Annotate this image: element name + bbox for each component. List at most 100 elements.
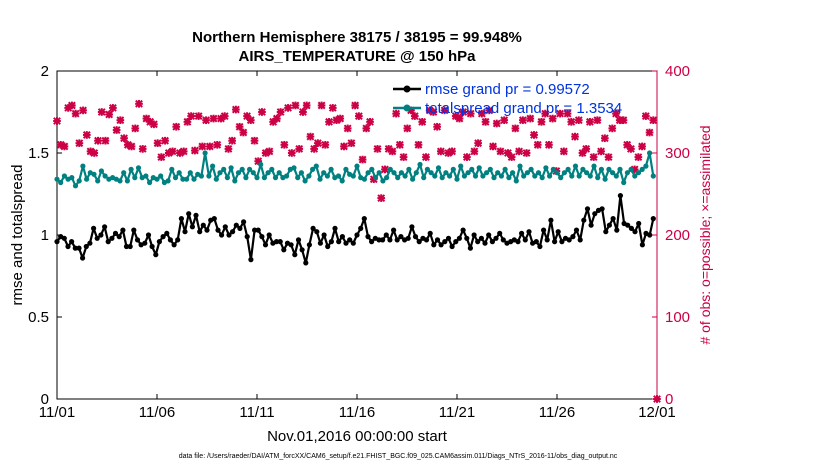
chart-subtitle: AIRS_TEMPERATURE @ 150 hPa <box>239 48 477 65</box>
obs-count-marker <box>589 153 598 162</box>
totalspread-point <box>169 166 175 172</box>
rmse-point <box>288 242 294 248</box>
obs-count-marker <box>358 155 367 164</box>
totalspread-point <box>413 170 419 176</box>
totalspread-point <box>339 178 345 184</box>
totalspread-point <box>395 175 401 181</box>
totalspread-point <box>458 163 464 169</box>
totalspread-point <box>132 175 138 181</box>
rmse-point <box>456 235 462 241</box>
totalspread-point <box>213 176 219 182</box>
rmse-point <box>577 237 583 243</box>
totalspread-point <box>472 173 479 179</box>
y-right-axis-ticks: 0 100 200 300 400 <box>652 63 690 408</box>
totalspread-point <box>643 163 649 169</box>
obs-count-marker <box>198 142 207 151</box>
totalspread-point <box>506 175 512 181</box>
rmse-point <box>175 237 181 243</box>
obs-count-marker <box>149 120 158 129</box>
rmse-point <box>361 216 367 222</box>
totalspread-point <box>98 168 104 174</box>
totalspread-point <box>180 176 186 182</box>
obs-count-marker <box>71 109 80 118</box>
obs-count-marker <box>366 117 374 126</box>
totalspread-point <box>172 175 179 181</box>
rmse-point <box>325 243 331 250</box>
rmse-point <box>266 232 272 238</box>
obs-count-marker <box>97 108 106 116</box>
totalspread-point <box>591 163 597 169</box>
rmse-point <box>321 232 327 238</box>
obs-count-marker <box>634 153 643 162</box>
obs-count-marker <box>582 144 591 153</box>
totalspread-point <box>613 173 619 179</box>
rmse-point <box>222 224 228 230</box>
totalspread-point <box>606 166 612 172</box>
totalspread-point <box>543 165 549 171</box>
obs-count-marker <box>336 114 345 123</box>
totalspread-point <box>202 150 208 156</box>
obs-count-marker <box>302 101 311 110</box>
rmse-point <box>467 245 473 251</box>
rmse-point <box>273 239 280 245</box>
totalspread-point <box>498 173 504 179</box>
rmse-point <box>145 232 152 238</box>
obs-count-marker <box>213 140 222 149</box>
obs-count-marker <box>183 117 192 126</box>
x-axis-label: Nov.01,2016 00:00:00 start <box>267 428 448 445</box>
rmse-point <box>80 255 86 261</box>
obs-count-marker <box>272 114 281 123</box>
totalspread-point <box>532 173 538 179</box>
rmse-point <box>486 232 492 238</box>
totalspread-point <box>421 175 427 181</box>
obs-count-marker <box>612 109 620 118</box>
obs-count-marker <box>485 106 494 115</box>
totalspread-point <box>454 176 460 182</box>
rmse-point <box>72 245 78 251</box>
rmse-point <box>387 237 393 243</box>
obs-count-marker <box>235 122 244 131</box>
obs-count-marker <box>559 147 568 156</box>
obs-count-marker <box>209 114 218 123</box>
rmse-point <box>566 237 572 243</box>
obs-count-marker <box>466 109 475 118</box>
rmse-point <box>581 217 587 223</box>
obs-count-marker <box>258 108 266 116</box>
totalspread-point <box>572 163 579 169</box>
obs-count-marker <box>604 153 613 162</box>
obs-count-marker <box>403 124 412 133</box>
totalspread-point <box>128 166 134 172</box>
totalspread-point <box>495 170 501 176</box>
totalspread-point <box>491 175 497 181</box>
rmse-point <box>193 212 199 218</box>
rmse-point <box>515 239 521 245</box>
x-tick-label: 11/01 <box>39 404 75 421</box>
y-right-tick-label: 200 <box>665 227 690 244</box>
rmse-point <box>588 222 594 228</box>
rmse-point <box>134 237 141 243</box>
rmse-point <box>478 235 484 241</box>
obs-count-marker <box>563 109 572 118</box>
totalspread-point <box>265 170 271 176</box>
obs-count-marker <box>474 139 483 148</box>
obs-count-marker <box>101 136 110 145</box>
obs-count-marker <box>533 140 542 149</box>
rmse-point <box>131 227 137 233</box>
obs-count-marker <box>321 140 330 149</box>
rmse-point <box>423 237 430 243</box>
obs-count-marker <box>90 149 99 157</box>
obs-count-marker <box>127 142 136 151</box>
totalspread-point <box>476 165 482 171</box>
rmse-point <box>625 222 631 228</box>
legend-rmse-label: rmse grand pr = 0.99572 <box>425 81 590 98</box>
rmse-point <box>489 239 495 245</box>
totalspread-point <box>243 175 249 181</box>
rmse-point <box>164 230 170 236</box>
totalspread-point <box>624 170 631 176</box>
obs-count-marker <box>120 134 128 143</box>
totalspread-point <box>461 173 467 179</box>
obs-count-marker <box>94 136 102 145</box>
obs-count-marker <box>250 136 259 145</box>
y-left-axis-ticks: 0 0.5 1 1.5 2 <box>28 63 62 408</box>
rmse-point <box>358 225 364 231</box>
